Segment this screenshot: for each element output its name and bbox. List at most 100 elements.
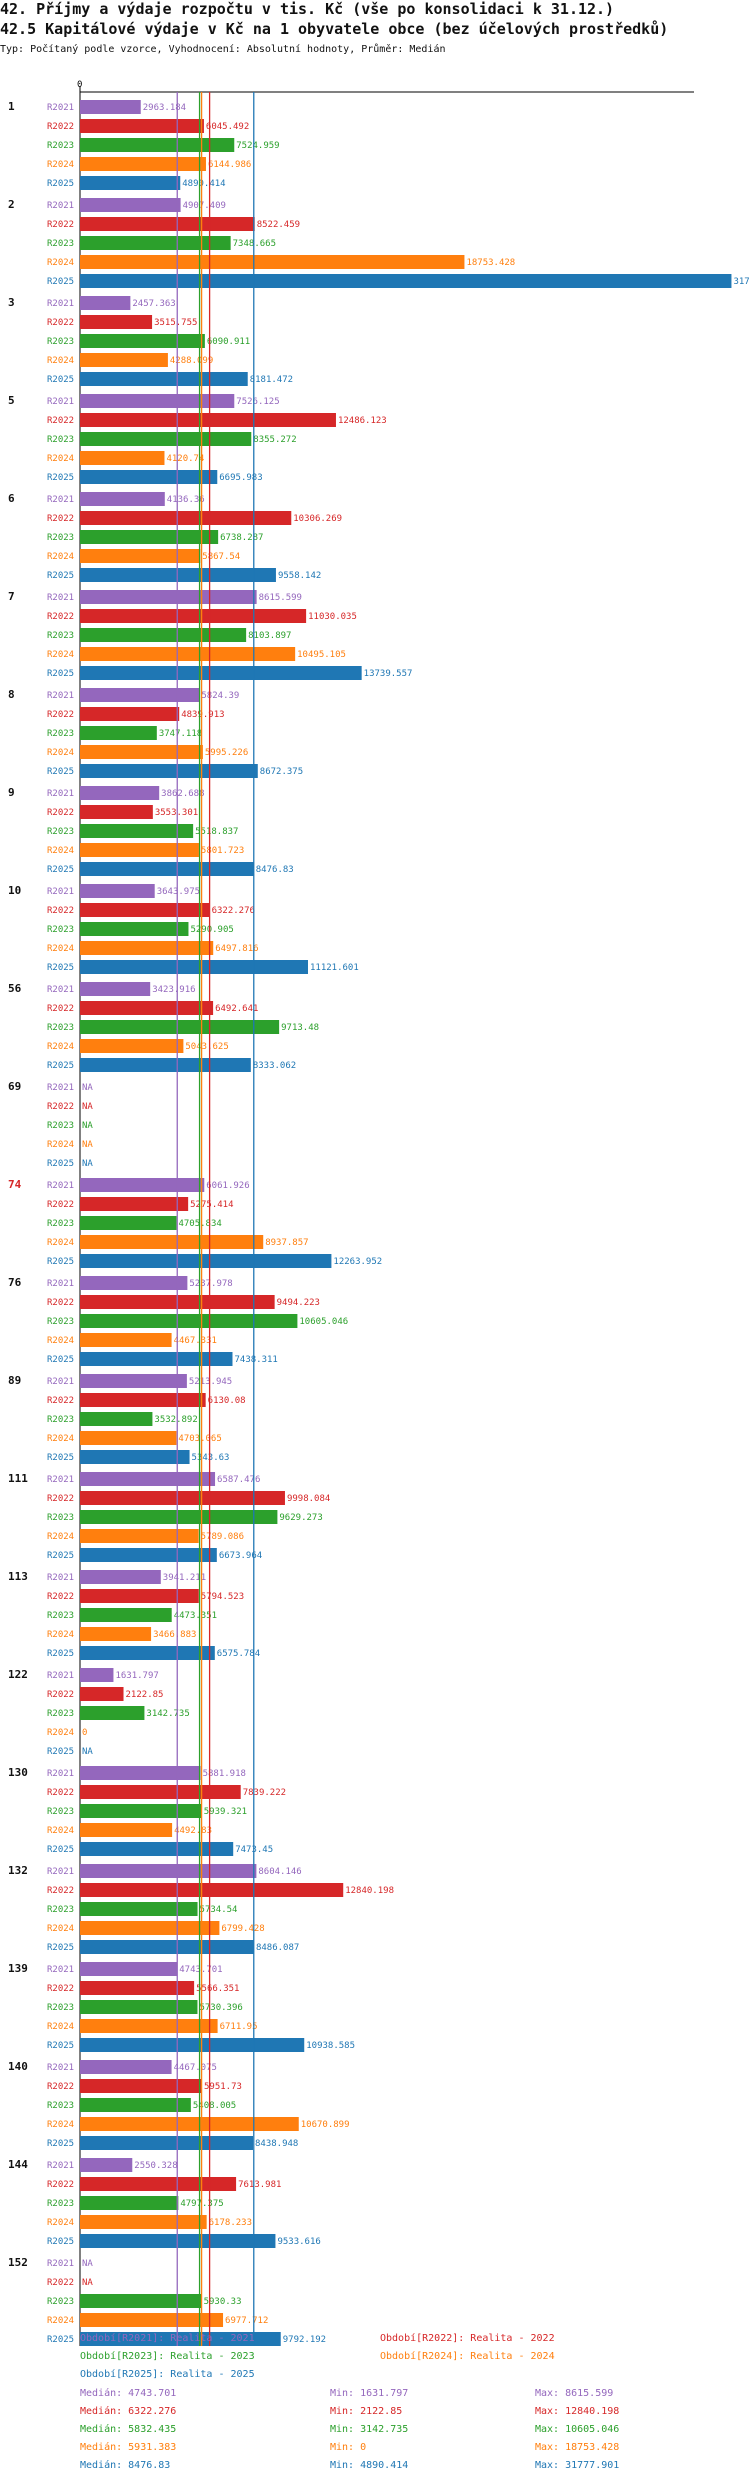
bar-value-label: NA (82, 1102, 93, 1112)
series-row-label: R2025 (47, 1453, 74, 1463)
series-row-label: R2025 (47, 669, 74, 679)
legend-stat-min: Min: 1631.797 (330, 2388, 409, 2399)
bar-value-label: 9998.084 (287, 1494, 330, 1504)
bar-value-label: 3532.892 (154, 1415, 197, 1425)
bar-value-label: 7613.981 (238, 2180, 281, 2190)
series-row-label: R2022 (47, 1396, 74, 1406)
bar (80, 1472, 216, 1486)
bar-value-label: 5789.086 (201, 1532, 244, 1542)
bar-value-label: 8103.897 (248, 631, 291, 641)
bar-value-label: 9558.142 (278, 571, 321, 581)
bar-value-label: 6492.641 (215, 1004, 258, 1014)
series-row-label: R2021 (47, 1475, 74, 1485)
series-row-label: R2021 (47, 1279, 74, 1289)
bar-value-label: NA (82, 2259, 93, 2269)
legend-stat-median: Medián: 8476.83 (80, 2460, 171, 2471)
series-row-label: R2025 (47, 1061, 74, 1071)
series-row-label: R2022 (47, 2082, 74, 2092)
legend-stat-min: Min: 0 (330, 2442, 367, 2453)
series-row-label: R2022 (47, 1494, 74, 1504)
bar (80, 372, 248, 386)
bar (80, 470, 218, 484)
bar (80, 2294, 202, 2308)
bar-value-label: NA (82, 1083, 93, 1093)
bar (80, 884, 155, 898)
bar (80, 590, 257, 604)
series-row-label: R2022 (47, 1984, 74, 1994)
bar (80, 1254, 332, 1268)
bar (80, 138, 235, 152)
bar (80, 1902, 198, 1916)
series-row-label: R2025 (47, 571, 74, 581)
bar (80, 2332, 281, 2346)
bar-value-label: 6977.712 (225, 2316, 268, 2326)
group-label: 7 (8, 590, 15, 603)
bar-value-label: 6711.95 (220, 2022, 258, 2032)
series-row-label: R2022 (47, 710, 74, 720)
bar (80, 1352, 233, 1366)
bar-value-label: 11030.035 (308, 612, 357, 622)
bar-value-label: 6695.983 (219, 473, 262, 483)
series-row-label: R2024 (47, 1532, 74, 1542)
series-row-label: R2021 (47, 1769, 74, 1779)
bar (80, 2158, 133, 2172)
bar-value-label: 11121.601 (310, 963, 359, 973)
bar-value-label: 8522.459 (257, 220, 300, 230)
bar (80, 1058, 251, 1072)
series-row-label: R2021 (47, 1965, 74, 1975)
series-row-label: R2021 (47, 299, 74, 309)
bar-value-label: 5801.723 (201, 846, 244, 856)
bar (80, 1766, 201, 1780)
bar (80, 1510, 278, 1524)
bar (80, 511, 292, 525)
bar-value-label: 6799.428 (221, 1924, 264, 1934)
legend-stat-median: Medián: 5931.383 (80, 2442, 177, 2453)
group-label: 111 (8, 1472, 28, 1485)
bar-value-label: 5213.945 (189, 1377, 232, 1387)
bar-value-label: 4492.83 (174, 1826, 212, 1836)
group-label: 56 (8, 982, 22, 995)
group-label: 152 (8, 2256, 28, 2269)
bar (80, 236, 231, 250)
bar-value-label: 6178.233 (209, 2218, 252, 2228)
bar-value-label: 5995.226 (205, 748, 248, 758)
bar (80, 1393, 206, 1407)
bar-value-label: 3747.118 (159, 729, 202, 739)
legend-stat-median: Medián: 6322.276 (80, 2406, 177, 2417)
bar-value-label: 12263.952 (333, 1257, 382, 1267)
bar (80, 1804, 202, 1818)
bar-value-label: 5734.54 (200, 1905, 238, 1915)
bar (80, 1842, 234, 1856)
series-row-label: R2024 (47, 1826, 74, 1836)
group-label: 1 (8, 100, 15, 113)
bar (80, 2000, 198, 2014)
group-label: 5 (8, 394, 15, 407)
series-row-label: R2025 (47, 1257, 74, 1267)
series-row-label: R2021 (47, 103, 74, 113)
bar (80, 922, 189, 936)
bar (80, 255, 465, 269)
series-row-label: R2024 (47, 2316, 74, 2326)
bar (80, 862, 254, 876)
bar (80, 824, 194, 838)
bar-value-label: 1631.797 (115, 1671, 158, 1681)
bar (80, 1235, 264, 1249)
bar-value-label: 9533.616 (277, 2237, 320, 2247)
series-row-label: R2023 (47, 2003, 74, 2013)
legend-item: Období[R2022]: Realita - 2022 (380, 2333, 555, 2344)
x-axis-zero-label: 0 (77, 80, 82, 90)
bar-value-label: 4288.099 (170, 356, 213, 366)
series-row-label: R2024 (47, 1924, 74, 1934)
series-row-label: R2021 (47, 691, 74, 701)
series-row-label: R2021 (47, 2063, 74, 2073)
bar-value-label: 7524.959 (236, 141, 279, 151)
bar-value-label: 2963.184 (143, 103, 186, 113)
bar (80, 745, 203, 759)
bar-value-label: 5939.321 (204, 1807, 247, 1817)
bar-value-label: 2457.363 (132, 299, 175, 309)
bar (80, 119, 204, 133)
series-row-label: R2023 (47, 2297, 74, 2307)
bar (80, 726, 157, 740)
bar-value-label: 4890.414 (182, 179, 225, 189)
series-row-label: R2022 (47, 906, 74, 916)
